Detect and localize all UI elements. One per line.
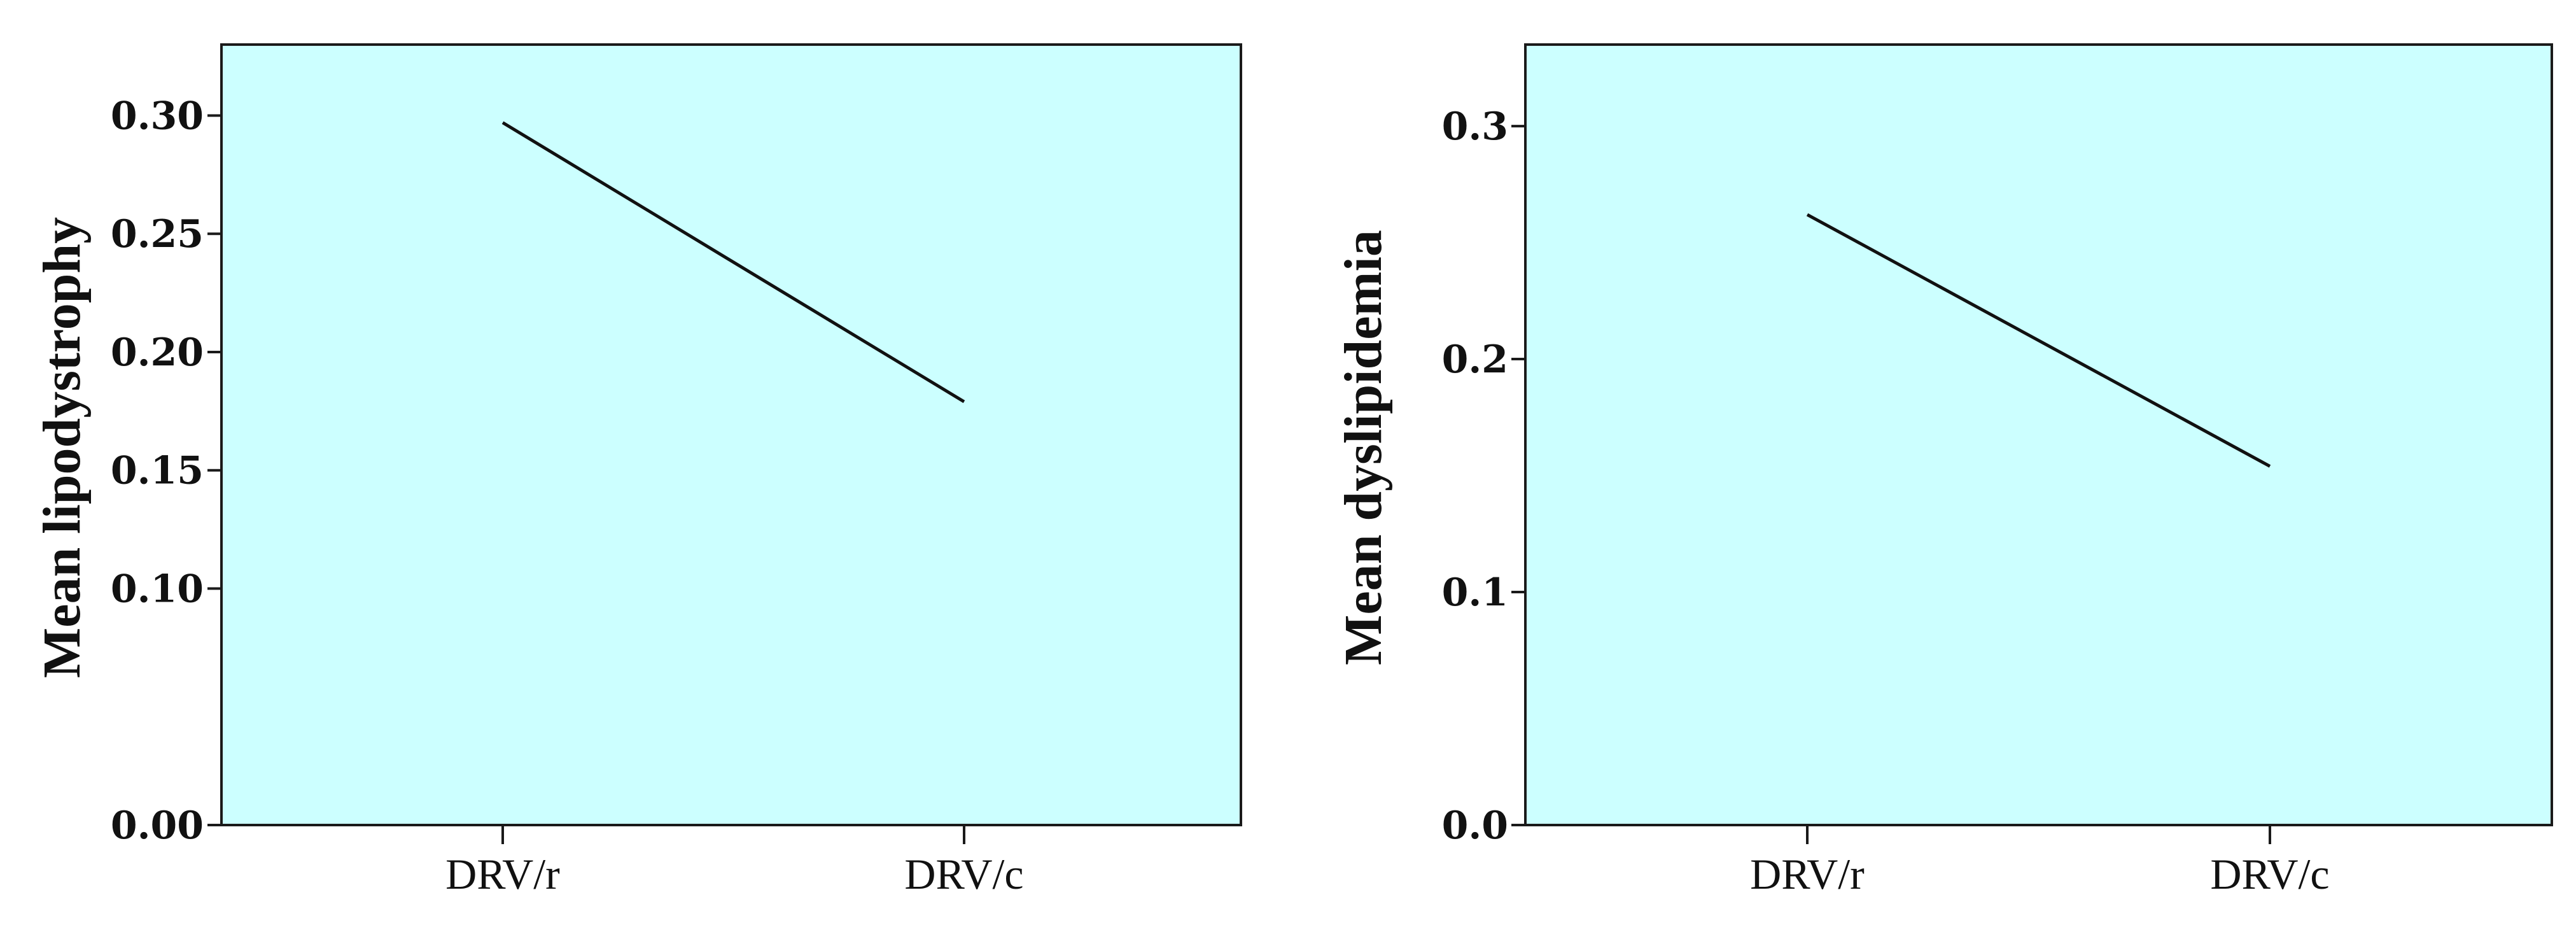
- y-tick-label: 0.2: [1442, 337, 1508, 382]
- x-category-label: DRV/c: [2210, 850, 2329, 898]
- x-category-label: DRV/r: [1750, 850, 1865, 898]
- x-category-label: DRV/c: [904, 850, 1023, 898]
- chart-lipodystrophy: 0.00 0.10 0.15 0.20 0.25 0.30 DRV/r DRV/c Mean l…: [32, 43, 1242, 898]
- plot-area: [220, 43, 1242, 826]
- series-line: [1806, 213, 2271, 468]
- y-axis-title: Mean dyslipidemia: [1334, 230, 1393, 665]
- y-tick-label: 0.10: [111, 567, 204, 611]
- chart-dyslipidemia: 0.0 0.1 0.2 0.3 DRV/r DRV/c Mean dyslipidemia: [1334, 43, 2553, 898]
- plot-area: [1524, 43, 2553, 826]
- y-tick-label: 0.15: [111, 449, 204, 493]
- y-tick-label: 0.3: [1442, 104, 1508, 149]
- y-tick-label: 0.1: [1442, 570, 1508, 615]
- y-tick-label: 0.25: [111, 212, 204, 257]
- series-line: [501, 121, 965, 404]
- x-category-label: DRV/r: [445, 850, 560, 898]
- y-tick-label: 0.00: [111, 803, 204, 848]
- y-tick-label: 0.20: [111, 330, 204, 375]
- y-tick-label: 0.0: [1442, 803, 1508, 848]
- y-axis-title: Mean lipodystrophy: [32, 217, 92, 678]
- y-tick-label: 0.30: [111, 94, 204, 138]
